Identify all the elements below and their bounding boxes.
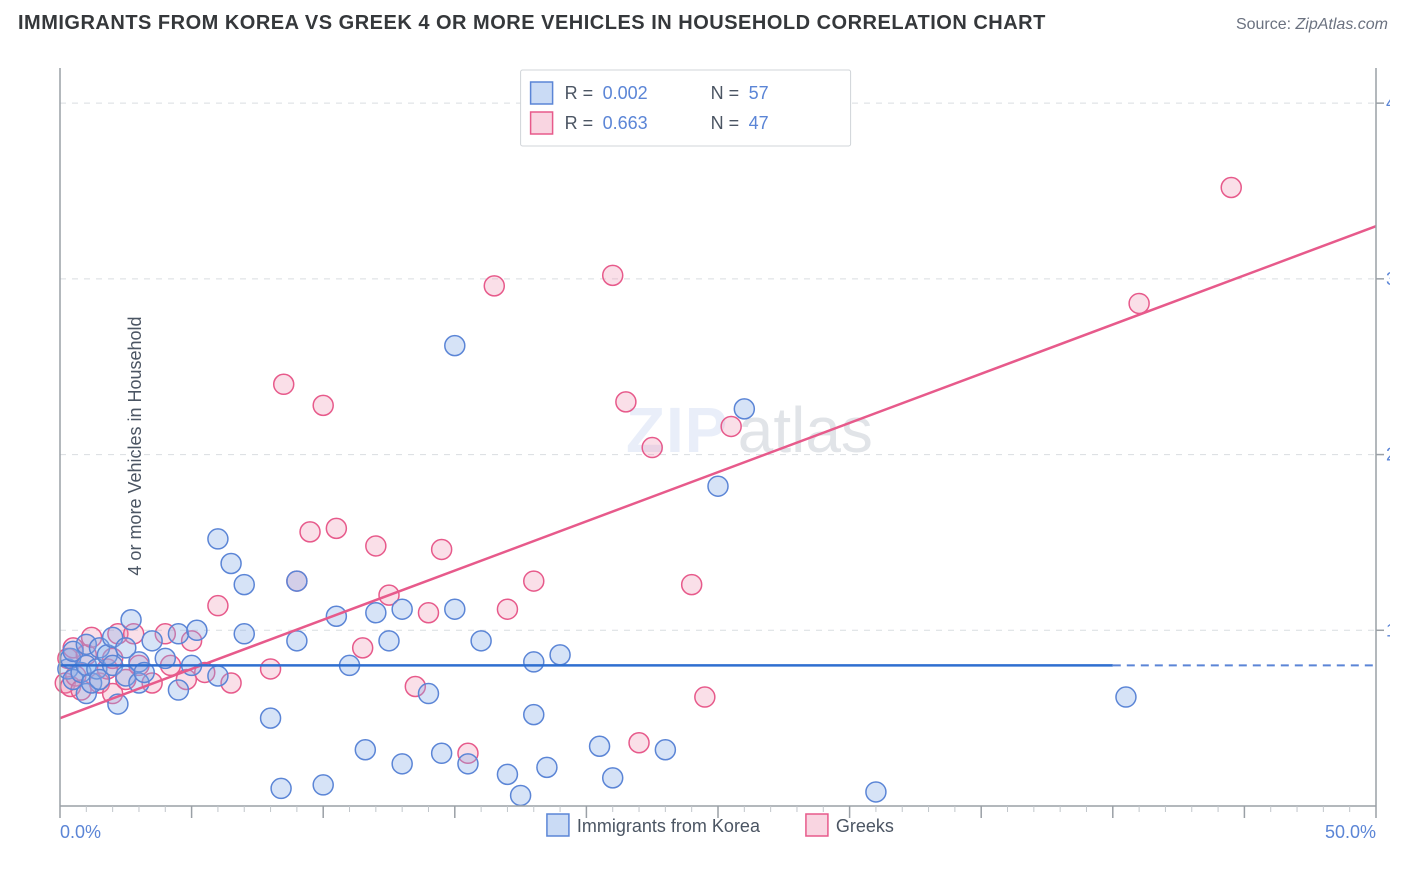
data-point-pink [642,438,662,458]
data-point-blue [458,754,478,774]
chart-header: IMMIGRANTS FROM KOREA VS GREEK 4 OR MORE… [18,12,1388,35]
legend-r-label: R = [565,113,594,133]
data-point-pink [497,599,517,619]
data-point-blue [866,782,886,802]
x-tick-label: 50.0% [1325,822,1376,838]
data-point-blue [208,529,228,549]
legend-series-label: Immigrants from Korea [577,816,761,836]
data-point-blue [655,740,675,760]
legend-series-label: Greeks [836,816,894,836]
y-tick-label: 20.0% [1386,445,1390,465]
data-point-pink [432,539,452,559]
legend-swatch-blue [547,814,569,836]
data-point-pink [484,276,504,296]
data-point-blue [524,652,544,672]
x-tick-label: 0.0% [60,822,101,838]
data-point-blue [537,757,557,777]
source-value: ZipAtlas.com [1296,16,1388,33]
source-label: Source: [1236,16,1291,33]
data-point-pink [1129,293,1149,313]
data-point-blue [366,603,386,623]
data-point-pink [721,416,741,436]
chart-source: Source: ZipAtlas.com [1236,16,1388,34]
data-point-pink [695,687,715,707]
data-point-blue [121,610,141,630]
data-point-pink [616,392,636,412]
data-point-blue [603,768,623,788]
data-point-pink [353,638,373,658]
data-point-blue [511,785,531,805]
data-point-blue [168,624,188,644]
data-point-blue [355,740,375,760]
data-point-blue [221,554,241,574]
data-point-blue [234,624,254,644]
data-point-pink [300,522,320,542]
data-point-pink [629,733,649,753]
data-point-pink [1221,177,1241,197]
data-point-blue [168,680,188,700]
data-point-blue [392,754,412,774]
legend-n-value: 57 [749,83,769,103]
data-point-blue [497,764,517,784]
data-point-blue [187,620,207,640]
legend-r-label: R = [565,83,594,103]
data-point-pink [366,536,386,556]
data-point-blue [313,775,333,795]
legend-swatch-blue [531,82,553,104]
data-point-blue [1116,687,1136,707]
data-point-blue [445,336,465,356]
data-point-blue [261,708,281,728]
y-tick-label: 10.0% [1386,620,1390,640]
y-tick-label: 40.0% [1386,93,1390,113]
data-point-pink [208,596,228,616]
correlation-scatter-chart: ZIPatlas 10.0% 20.0% 30.0% 40.0% 0.0% 50.0% R =… [50,58,1390,838]
legend-n-label: N = [711,83,740,103]
data-point-blue [418,684,438,704]
data-point-blue [392,599,412,619]
data-point-pink [326,518,346,538]
data-point-blue [432,743,452,763]
data-point-pink [274,374,294,394]
data-point-blue [271,778,291,798]
data-point-blue [287,631,307,651]
watermark: ZIP [626,394,729,466]
watermark: atlas [738,394,873,466]
data-point-blue [524,705,544,725]
legend-swatch-pink [806,814,828,836]
legend-n-label: N = [711,113,740,133]
data-point-pink [603,265,623,285]
data-point-blue [208,666,228,686]
data-point-blue [142,631,162,651]
legend-stats-box [521,70,851,146]
data-point-blue [471,631,491,651]
data-point-blue [287,571,307,591]
legend-n-value: 47 [749,113,769,133]
data-point-pink [682,575,702,595]
legend-swatch-pink [531,112,553,134]
data-point-blue [708,476,728,496]
chart-title: IMMIGRANTS FROM KOREA VS GREEK 4 OR MORE… [18,12,1046,35]
regression-line-pink [60,226,1376,718]
data-point-blue [550,645,570,665]
data-point-blue [234,575,254,595]
data-point-blue [590,736,610,756]
data-point-pink [313,395,333,415]
data-point-blue [379,631,399,651]
data-point-pink [418,603,438,623]
y-tick-label: 30.0% [1386,269,1390,289]
data-point-pink [524,571,544,591]
data-point-blue [445,599,465,619]
data-point-blue [734,399,754,419]
legend-r-value: 0.002 [603,83,648,103]
data-point-pink [261,659,281,679]
legend-r-value: 0.663 [603,113,648,133]
